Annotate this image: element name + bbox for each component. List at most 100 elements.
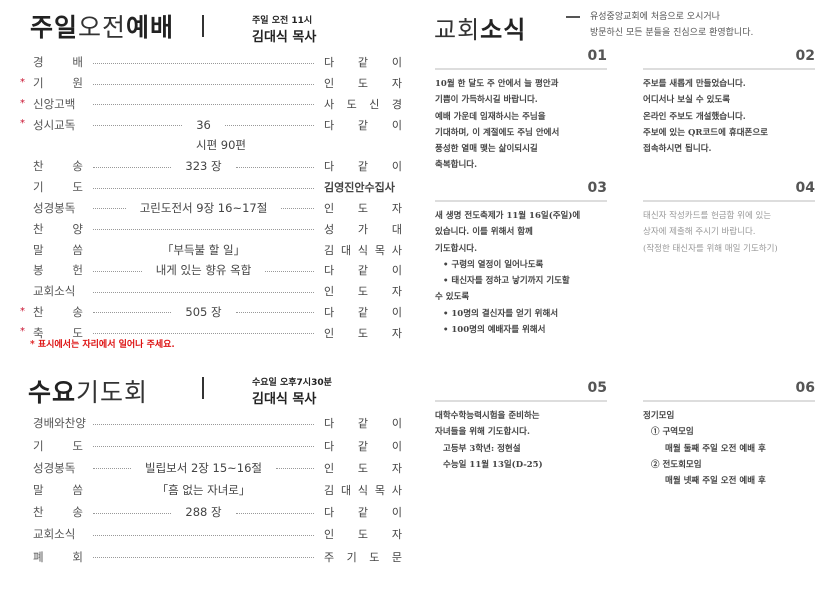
news-item-02: 02 주보를 새롭게 만들었습니다. 어디서나 보실 수 있도록 온라인 주보도 개설… — [643, 48, 815, 157]
news-divider — [435, 400, 607, 402]
news-line: 수능일 11월 13일(D-25) — [443, 459, 543, 470]
order-detail-text: 내게 있는 향유 옥합 — [155, 263, 252, 278]
order-row: 교회소식 인 도 자 — [20, 281, 402, 302]
order-leader: 다 같 이 — [324, 439, 402, 453]
order-label: 경 배 — [33, 55, 83, 70]
news-line: 자녀들을 위해 기도합시다. — [435, 427, 530, 438]
order-detail-text: 「흠 없는 자녀로」 — [156, 482, 251, 497]
standing-note: * 표시에서는 자리에서 일어나 주세요. — [30, 340, 175, 350]
dot-leader — [93, 512, 172, 514]
order-label: 교회소식 — [33, 527, 76, 542]
order-detail — [93, 444, 314, 448]
news-line: 상자에 제출해 주시기 바랍니다. — [643, 227, 756, 238]
news-line: 있습니다. 이를 위해서 함께 — [435, 227, 533, 238]
dot-leader — [93, 446, 314, 448]
title-part: 수요 — [28, 378, 77, 407]
order-label: 신앙고백 — [33, 96, 76, 111]
order-detail — [93, 290, 314, 293]
sunday-title: 주일오전예배 — [30, 8, 174, 44]
order-leader: 김 대 식 목 사 — [324, 243, 402, 257]
order-detail — [93, 533, 314, 536]
news-divider — [643, 200, 815, 202]
order-label: 성경봉독 — [33, 200, 76, 215]
news-line: ② 전도회모임 — [651, 459, 702, 470]
news-line: • 구령의 열정이 일어나도록 — [443, 259, 544, 270]
news-item-01: 01 10월 한 달도 주 안에서 늘 평안과 기쁨이 가득하시길 바랍니다. 예배 … — [435, 48, 607, 174]
order-detail: 505 장 — [93, 304, 314, 320]
order-sub-text: 시편 90편 — [195, 138, 247, 153]
order-detail — [93, 331, 314, 335]
welcome-message: 유성중앙교회에 처음으로 오시거나 방문하신 모든 분들을 진심으로 환영합니다… — [590, 9, 753, 41]
news-line: 수 있도록 — [435, 292, 470, 303]
order-label: 찬 송 — [33, 505, 83, 520]
order-label: 성경봉독 — [33, 460, 76, 475]
order-row: * 신앙고백 사 도 신 경 — [20, 94, 402, 115]
news-divider — [435, 200, 607, 202]
order-label: 경배와찬양 — [33, 416, 86, 431]
news-line: • 태신자를 정하고 낳기까지 기도할 — [443, 276, 570, 287]
order-label: 찬 송 — [33, 159, 83, 174]
news-body: 새 생명 전도축제가 11월 16일(주일)에 있습니다. 이를 위해서 함께 기도… — [435, 208, 607, 338]
news-body: 태신자 작성카드를 헌금함 위에 있는 상자에 제출해 주시기 바랍니다. (작정한… — [643, 208, 815, 257]
order-detail: 「흠 없는 자녀로」 — [93, 482, 314, 498]
order-detail — [93, 186, 314, 189]
news-line: 매월 넷째 주일 오전 예배 후 — [665, 476, 766, 487]
news-line: 고등부 3학년: 정현설 — [443, 443, 521, 454]
news-number: 01 — [587, 48, 607, 64]
dot-leader — [93, 208, 126, 210]
news-item-06: 06 정기모임 ① 구역모임 매월 둘째 주일 오전 예배 후 ② 전도회모임 매월 넷째… — [643, 380, 815, 489]
dot-leader — [93, 125, 183, 127]
order-row: * 축 도 인 도 자 — [20, 322, 402, 343]
news-line: 어디서나 보실 수 있도록 — [643, 95, 731, 106]
order-row: 찬 송 323 장 다 같 이 — [20, 156, 402, 177]
order-row: 찬 송 288 장 다 같 이 — [20, 502, 402, 523]
news-divider — [643, 68, 815, 70]
news-line: • 100명의 예배자를 위해서 — [443, 325, 546, 336]
dot-leader — [93, 229, 314, 231]
news-number: 03 — [587, 180, 607, 196]
order-detail: 36 — [93, 118, 315, 132]
dash-decoration — [566, 16, 580, 18]
order-leader: 다 같 이 — [324, 118, 402, 132]
order-label: 말 씀 — [33, 242, 83, 257]
order-detail: 빌립보서 2장 15~16절 — [93, 460, 315, 476]
divider-bar — [202, 377, 204, 399]
news-line: • 10명의 결신자를 얻기 위해서 — [443, 308, 559, 319]
order-detail — [93, 227, 314, 231]
order-detail: 288 장 — [93, 504, 314, 520]
order-leader: 다 같 이 — [324, 305, 402, 319]
dot-leader — [93, 166, 172, 168]
order-label: 폐 회 — [33, 549, 83, 564]
required-stand-icon: * — [20, 118, 25, 130]
news-number: 05 — [587, 380, 607, 396]
order-detail-text: 「부득불 할 일」 — [161, 242, 246, 257]
order-label: 말 씀 — [33, 482, 83, 497]
order-detail: 고린도전서 9장 16~17절 — [93, 200, 314, 216]
sunday-preacher: 김대식 목사 — [252, 30, 317, 45]
news-body: 정기모임 ① 구역모임 매월 둘째 주일 오전 예배 후 ② 전도회모임 매월 넷째 주… — [643, 408, 815, 489]
dot-leader — [235, 166, 314, 168]
dot-leader — [93, 423, 314, 425]
order-leader: 사 도 신 경 — [324, 97, 402, 111]
news-line: 매월 둘째 주일 오전 예배 후 — [665, 443, 766, 454]
title-part: 주일 — [30, 13, 79, 42]
title-part: 기도회 — [76, 378, 149, 407]
dot-leader — [235, 512, 314, 514]
required-stand-icon: * — [20, 97, 25, 109]
order-label: 봉 헌 — [33, 263, 83, 278]
title-part: 예배 — [126, 13, 175, 42]
order-leader: 인 도 자 — [324, 285, 402, 299]
wednesday-preacher: 김대식 목사 — [252, 392, 317, 407]
order-row: 봉 헌 내게 있는 향유 옥합 다 같 이 — [20, 260, 402, 281]
dot-leader — [93, 333, 314, 335]
news-line: 대학수학능력시험을 준비하는 — [435, 411, 540, 421]
dot-leader — [93, 83, 314, 85]
order-detail-text: 고린도전서 9장 16~17절 — [139, 200, 268, 215]
news-line: 주보에 있는 QR코드에 휴대폰으로 — [643, 127, 769, 138]
